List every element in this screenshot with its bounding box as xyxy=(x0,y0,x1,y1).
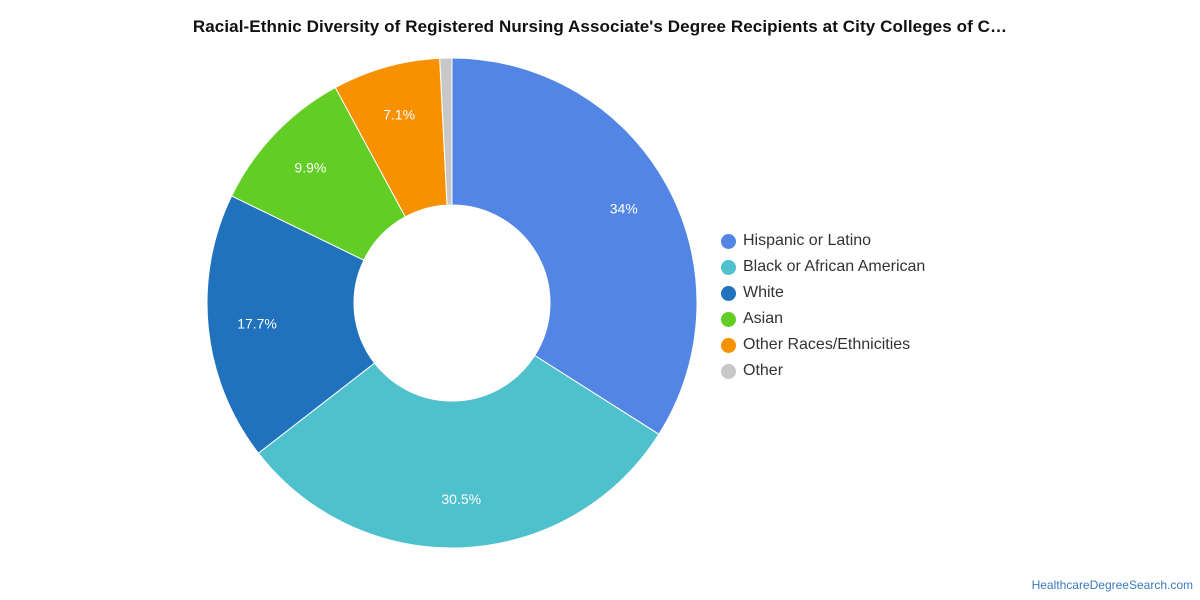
legend-label: Asian xyxy=(743,310,784,327)
slice-white[interactable] xyxy=(206,195,376,454)
legend-swatch xyxy=(721,337,736,353)
legend-swatch xyxy=(721,259,736,275)
legend-label: White xyxy=(743,284,784,301)
legend-label: Other Races/Ethnicities xyxy=(743,336,911,353)
data-label: 17.7% xyxy=(237,315,277,331)
legend-item[interactable]: Other xyxy=(721,358,925,384)
legend-label: Other xyxy=(743,362,784,379)
legend-item[interactable]: White xyxy=(721,280,925,306)
legend-item[interactable]: Asian xyxy=(721,306,925,332)
legend-label: Black or African American xyxy=(743,258,926,275)
chart-title: Racial-Ethnic Diversity of Registered Nu… xyxy=(192,17,1008,36)
slice-black-or-african-american[interactable] xyxy=(257,354,660,549)
legend-swatch xyxy=(721,311,736,327)
legend-swatch xyxy=(721,233,736,249)
legend-label: Hispanic or Latino xyxy=(743,232,872,249)
source-credit-link[interactable]: HealthcareDegreeSearch.com xyxy=(1031,578,1193,592)
slice-hispanic-or-latino[interactable] xyxy=(451,57,698,435)
data-label: 30.5% xyxy=(441,491,481,507)
legend-item[interactable]: Black or African American xyxy=(721,254,925,280)
data-label: 7.1% xyxy=(383,106,415,122)
legend-item[interactable]: Other Races/Ethnicities xyxy=(721,332,925,358)
legend-item[interactable]: Hispanic or Latino xyxy=(721,228,925,254)
slice-other[interactable] xyxy=(439,57,453,206)
legend-swatch xyxy=(721,363,736,379)
data-label: 34% xyxy=(610,201,638,217)
data-label: 9.9% xyxy=(294,159,326,175)
chart-legend: Hispanic or Latino Black or African Ameri… xyxy=(721,228,925,384)
legend-swatch xyxy=(721,285,736,301)
